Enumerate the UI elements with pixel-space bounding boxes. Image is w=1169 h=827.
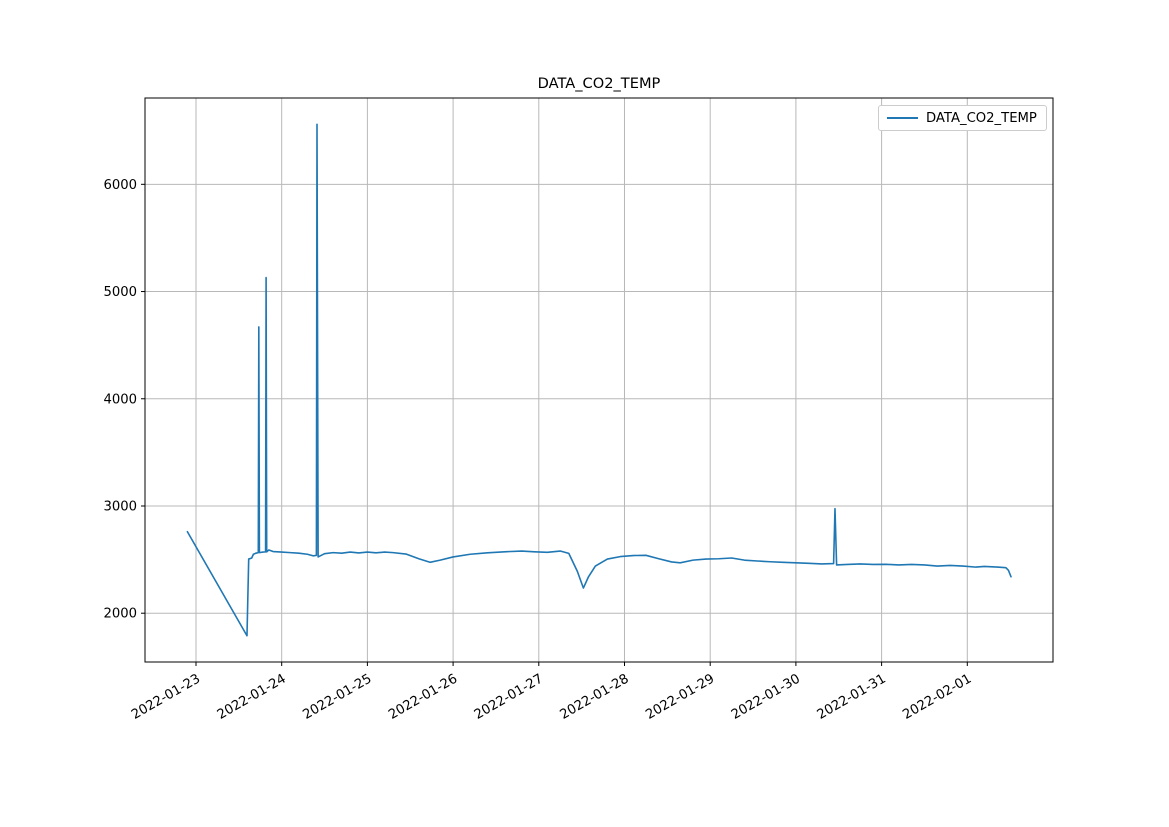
x-tick-label-2022-01-26: 2022-01-26: [386, 671, 460, 722]
x-tick-label-2022-02-01: 2022-02-01: [900, 671, 974, 722]
y-tick-label-3000: 3000: [103, 499, 137, 514]
legend: DATA_CO2_TEMP: [878, 105, 1047, 131]
x-tick-label-2022-01-31: 2022-01-31: [815, 671, 889, 722]
x-tick-label-2022-01-30: 2022-01-30: [729, 671, 803, 722]
y-tick-label-6000: 6000: [103, 178, 137, 193]
x-tick-label-2022-01-25: 2022-01-25: [301, 671, 375, 722]
x-tick-label-2022-01-27: 2022-01-27: [472, 671, 546, 722]
legend-line-swatch: [887, 117, 918, 119]
x-tick-label-2022-01-23: 2022-01-23: [129, 671, 203, 722]
series-line-data_co2_temp: [186, 123, 1012, 637]
legend-label: DATA_CO2_TEMP: [926, 110, 1037, 126]
x-tick-label-2022-01-28: 2022-01-28: [558, 671, 632, 722]
y-tick-label-4000: 4000: [103, 392, 137, 407]
plot-border: [144, 97, 1054, 663]
x-tick-label-2022-01-24: 2022-01-24: [215, 671, 289, 722]
y-tick-label-2000: 2000: [103, 607, 137, 622]
y-tick-label-5000: 5000: [103, 285, 137, 300]
x-tick-label-2022-01-29: 2022-01-29: [643, 671, 717, 722]
chart-title: DATA_CO2_TEMP: [537, 75, 661, 92]
